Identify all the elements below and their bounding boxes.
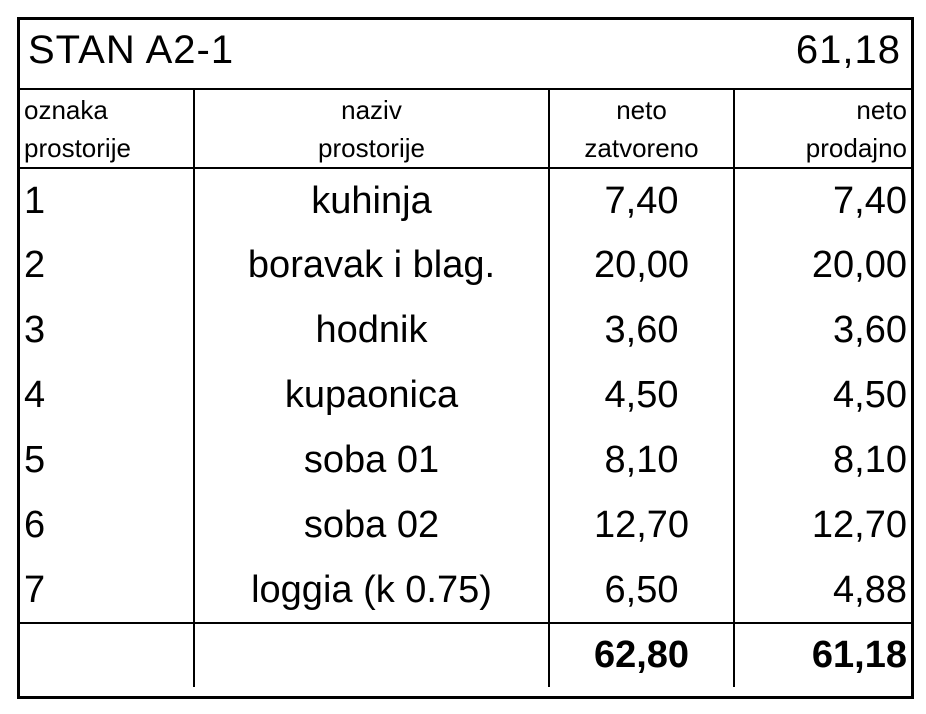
room-area-sale: 8,10 [733,428,911,493]
room-area-closed: 6,50 [548,558,734,623]
room-area-closed: 20,00 [548,233,734,298]
header-row-1: oznaka naziv neto neto [20,90,911,130]
room-area-sale: 12,70 [733,493,911,558]
table-row: 6 soba 02 12,70 12,70 [20,493,911,558]
totals-empty-id [20,622,194,687]
header-label-sale-line2: prodajno [733,130,911,169]
area-table-sheet: STAN A2-1 61,18 oznaka naziv neto neto p… [17,17,914,699]
room-name: kupaonica [193,363,549,428]
apartment-title: STAN A2-1 [28,28,235,72]
header-label-id-line2: prostorije [20,130,194,169]
table-row: 3 hodnik 3,60 3,60 [20,298,911,363]
room-name: loggia (k 0.75) [193,558,549,623]
room-area-closed: 8,10 [548,428,734,493]
table-row: 7 loggia (k 0.75) 6,50 4,88 [20,558,911,623]
header-row-2: prostorije prostorije zatvoreno prodajno [20,130,911,169]
table-row: 4 kupaonica 4,50 4,50 [20,363,911,428]
title-row: STAN A2-1 61,18 [20,20,911,90]
total-area-closed: 62,80 [548,622,734,687]
header-label-id-line1: oznaka [24,94,108,125]
rooms-table: oznaka naziv neto neto prostorije prosto… [20,90,911,687]
room-id: 4 [24,374,46,416]
room-name: soba 02 [193,493,549,558]
room-area-sale: 20,00 [733,233,911,298]
room-area-closed: 7,40 [548,168,734,233]
room-name: hodnik [193,298,549,363]
header-label-closed-line2: zatvoreno [548,130,734,169]
header-label-name-line2: prostorije [193,130,549,169]
room-name: kuhinja [193,168,549,233]
table-row: 5 soba 01 8,10 8,10 [20,428,911,493]
header-label-sale-line1: neto [733,90,911,130]
table-row: 2 boravak i blag. 20,00 20,00 [20,233,911,298]
apartment-total-area: 61,18 [795,28,901,72]
room-area-closed: 3,60 [548,298,734,363]
room-area-closed: 4,50 [548,363,734,428]
table-row: 1 kuhinja 7,40 7,40 [20,168,911,233]
room-name: soba 01 [193,428,549,493]
room-id: 1 [24,179,46,222]
totals-row: 62,80 61,18 [20,622,911,687]
room-id: 2 [24,244,46,286]
room-area-sale: 7,40 [733,168,911,233]
room-id: 3 [24,309,46,351]
total-area-sale: 61,18 [733,622,911,687]
room-area-sale: 4,88 [733,558,911,623]
room-id: 6 [24,504,46,546]
room-name: boravak i blag. [193,233,549,298]
room-area-sale: 3,60 [733,298,911,363]
totals-empty-name [193,622,549,687]
room-area-sale: 4,50 [733,363,911,428]
room-id: 7 [24,568,46,611]
room-area-closed: 12,70 [548,493,734,558]
header-label-closed-line1: neto [548,90,734,130]
header-label-name-line1: naziv [193,90,549,130]
room-id: 5 [24,439,46,481]
